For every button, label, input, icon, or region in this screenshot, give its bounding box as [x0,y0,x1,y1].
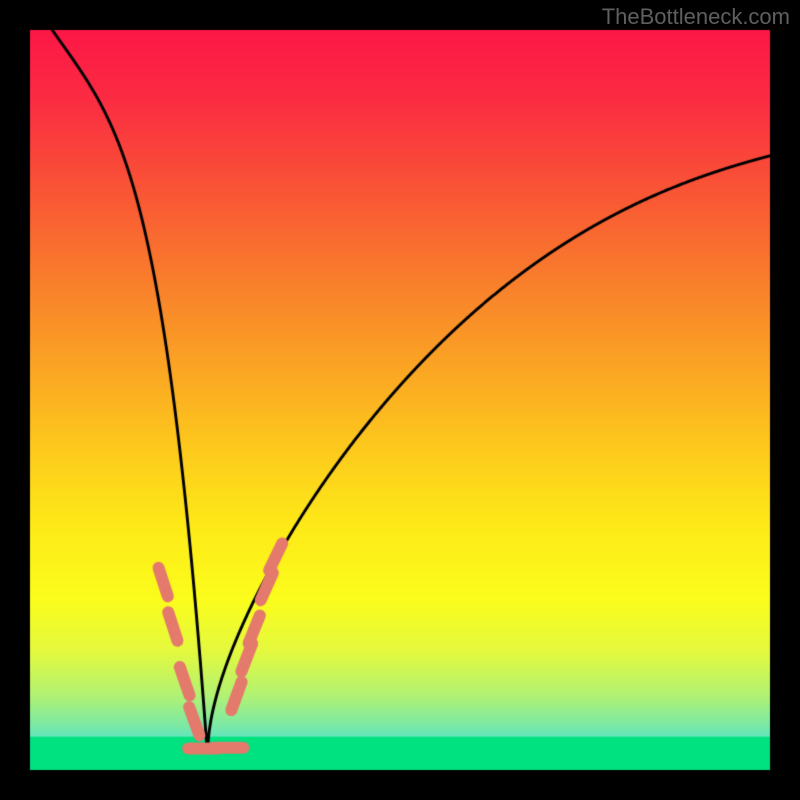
watermark-text: TheBottleneck.com [602,4,790,30]
chart-container: TheBottleneck.com [0,0,800,800]
bottleneck-curve-chart [0,0,800,800]
